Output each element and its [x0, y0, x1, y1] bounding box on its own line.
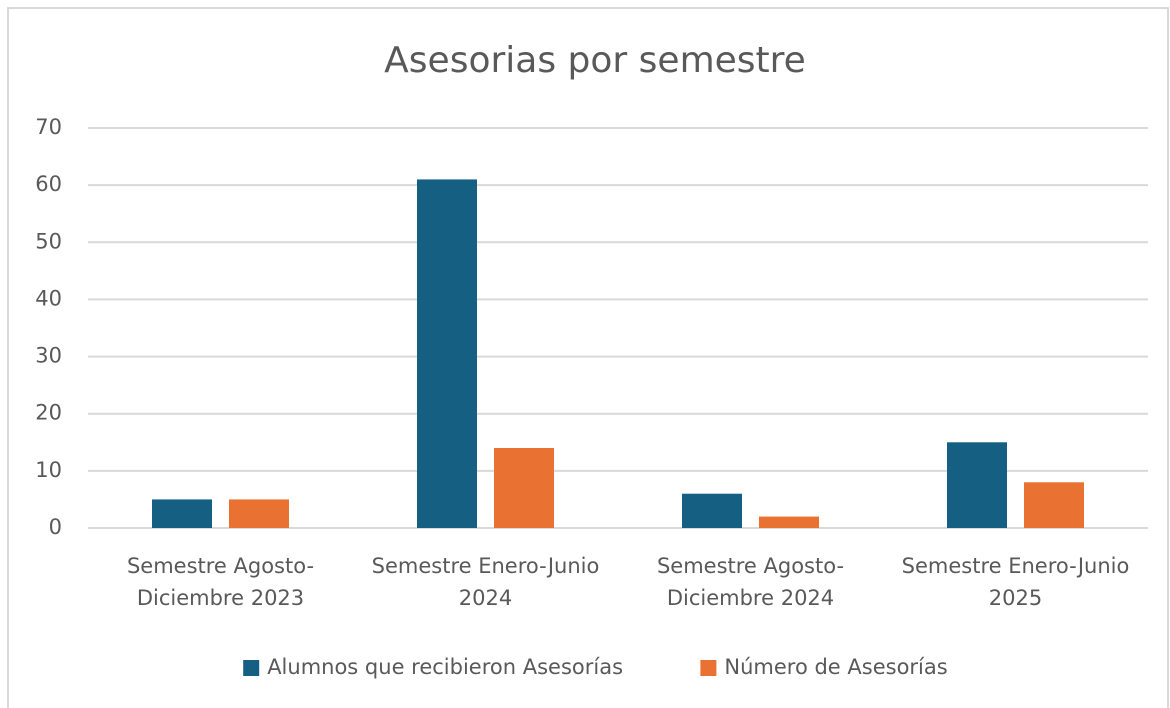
bar	[947, 442, 1007, 528]
y-tick-label: 70	[35, 115, 62, 139]
legend-label: Alumnos que recibieron Asesorías	[267, 655, 623, 679]
y-tick-label: 50	[35, 229, 62, 253]
bar	[417, 179, 477, 528]
y-tick-label: 40	[35, 286, 62, 310]
bar	[759, 516, 819, 528]
bar	[1024, 482, 1084, 528]
bar	[682, 493, 742, 528]
bar	[152, 499, 212, 528]
x-tick-label: Semestre Enero-Junio 2024	[371, 554, 600, 610]
chart-title: Asesorias por semestre	[384, 40, 806, 81]
legend-swatch	[700, 660, 717, 676]
y-tick-label: 60	[35, 172, 62, 196]
legend-label: Número de Asesorías	[724, 655, 947, 679]
x-tick-label: Semestre Agosto-Diciembre 2023	[126, 554, 315, 610]
chart-border	[7, 7, 1169, 708]
x-tick-label: Semestre Enero-Junio 2025	[901, 554, 1130, 610]
bar	[494, 448, 554, 528]
bar	[229, 499, 289, 528]
legend-swatch	[243, 660, 260, 676]
x-tick-label: Semestre Agosto-Diciembre 2024	[656, 554, 845, 610]
y-tick-label: 20	[35, 401, 62, 425]
y-tick-label: 10	[35, 458, 62, 482]
y-tick-label: 0	[49, 515, 62, 539]
y-tick-label: 30	[35, 344, 62, 368]
